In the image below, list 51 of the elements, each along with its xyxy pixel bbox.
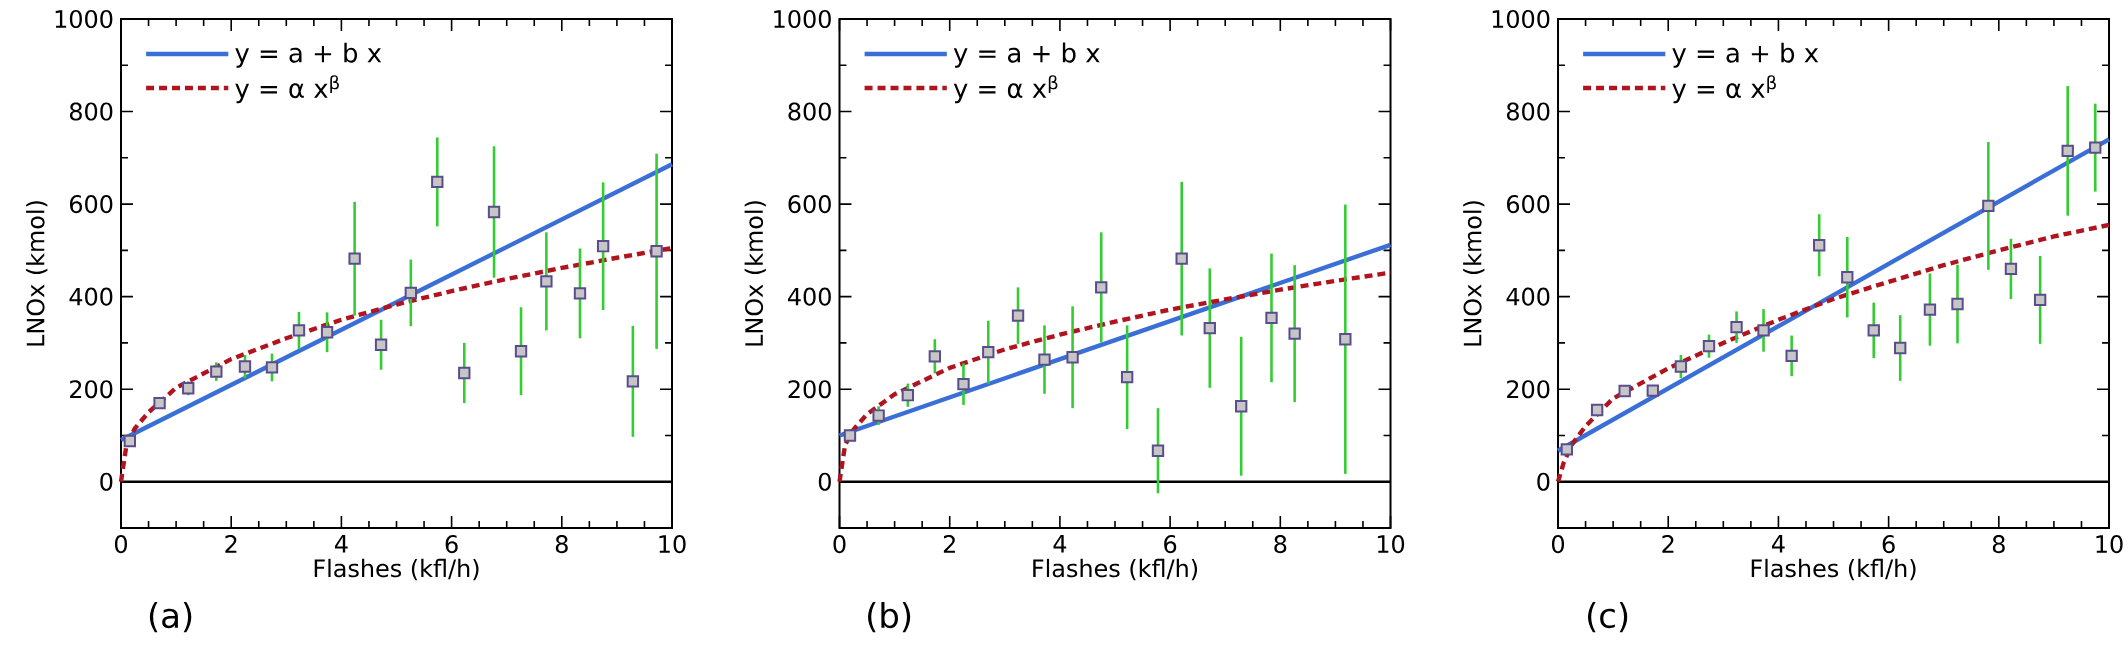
legend-label: y = α x$^{β}$ xyxy=(1672,75,1776,104)
x-tick-label: 2 xyxy=(943,535,955,553)
y-tick-label: 1000 xyxy=(1492,9,1550,29)
y-tick-label: 600 xyxy=(69,195,113,214)
x-tick-label: 2 xyxy=(225,535,237,553)
legend-label: y = α x$^{β}$ xyxy=(235,75,339,104)
x-tick-label: 4 xyxy=(1053,535,1067,553)
x-axis-title: Flashes (kfl/h) xyxy=(314,558,479,581)
text: (c) xyxy=(1587,601,1628,633)
y-tick-label: 1000 xyxy=(774,9,831,29)
x-tick-label: 10 xyxy=(1377,535,1405,554)
y-tick-label: 800 xyxy=(69,102,113,121)
text: (b) xyxy=(868,601,911,633)
y-tick-label: 200 xyxy=(70,380,113,399)
x-tick-label: 8 xyxy=(555,535,568,554)
y-tick-label: 200 xyxy=(788,380,831,399)
x-tick-label: 10 xyxy=(2096,535,2123,554)
text: (a) xyxy=(149,601,192,633)
y-tick-label: 800 xyxy=(1506,102,1550,121)
x-tick-label: 6 xyxy=(445,535,458,554)
x-tick-label: 8 xyxy=(1992,535,2005,554)
x-tick-label: 0 xyxy=(833,535,846,554)
x-tick-label: 0 xyxy=(114,535,128,554)
x-tick-label: 0 xyxy=(1551,535,1565,554)
x-tick-label: 4 xyxy=(1771,535,1785,553)
x-tick-label: 4 xyxy=(334,535,348,553)
y-tick-label: 600 xyxy=(788,195,831,214)
y-tick-label: 400 xyxy=(69,287,113,306)
y-axis-title: LNOx (kmol) xyxy=(744,201,766,346)
y-tick-label: 600 xyxy=(1507,195,1550,214)
x-tick-label: 6 xyxy=(1882,535,1895,554)
y-axis-title: LNOx (kmol) xyxy=(26,201,48,346)
y-tick-label: 400 xyxy=(787,287,831,306)
x-axis-title: Flashes (kfl/h) xyxy=(1751,558,1916,581)
legend-label: y = a + b x xyxy=(953,42,1100,68)
y-tick-label: 0 xyxy=(818,472,831,491)
legend-label: y = α x$^{β}$ xyxy=(953,75,1058,104)
x-tick-label: 10 xyxy=(659,535,686,554)
x-axis-title: Flashes (kfl/h) xyxy=(1033,558,1198,581)
y-tick-label: 200 xyxy=(1507,380,1550,399)
y-tick-label: 1000 xyxy=(55,9,113,29)
x-tick-label: 8 xyxy=(1274,535,1287,554)
y-tick-label: 0 xyxy=(1537,472,1550,491)
legend-label: y = a + b x xyxy=(1672,42,1819,68)
y-tick-label: 800 xyxy=(788,102,831,121)
y-tick-label: 400 xyxy=(1506,287,1550,306)
legend-label: y = a + b x xyxy=(235,42,382,68)
x-tick-label: 6 xyxy=(1164,535,1177,554)
y-axis-title: LNOx (kmol) xyxy=(1463,201,1485,346)
x-tick-label: 2 xyxy=(1662,535,1674,553)
y-tick-label: 0 xyxy=(100,472,113,491)
